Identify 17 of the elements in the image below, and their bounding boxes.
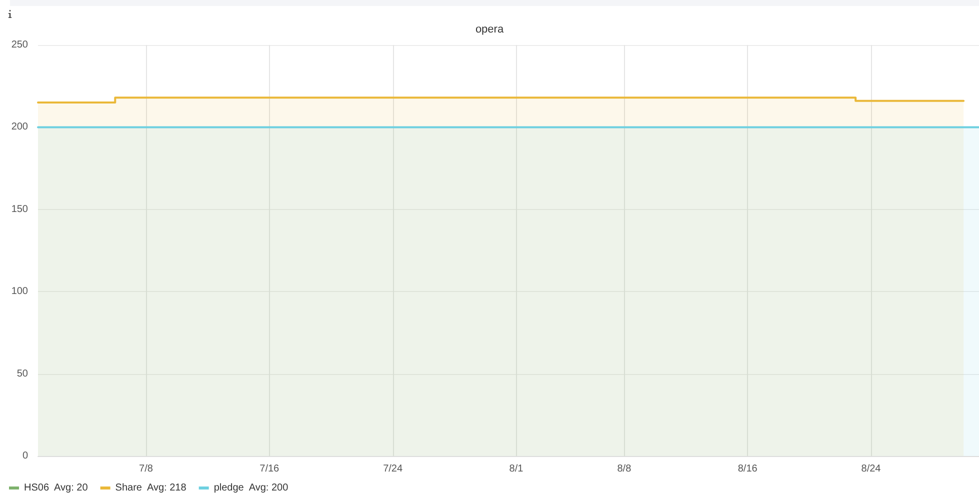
x-tick-label: 7/16 xyxy=(260,464,280,474)
legend-label: Share Avg: 218 xyxy=(115,482,187,494)
y-tick-label: 200 xyxy=(11,122,28,133)
x-tick-label: 8/8 xyxy=(617,464,632,474)
y-tick-label: 50 xyxy=(16,368,28,380)
legend-label: pledge Avg: 200 xyxy=(214,482,289,494)
y-tick-label: 100 xyxy=(11,286,28,298)
x-tick-label: 8/16 xyxy=(738,464,758,474)
x-tick-label: 7/8 xyxy=(139,464,154,474)
y-tick-label: 150 xyxy=(11,204,28,215)
x-tick-label: 8/1 xyxy=(509,464,524,474)
x-tick-label: 7/24 xyxy=(383,464,403,474)
y-tick-label: 250 xyxy=(11,40,28,50)
chart-title: opera xyxy=(475,24,504,36)
y-tick-label: 0 xyxy=(22,450,28,462)
x-tick-label: 8/24 xyxy=(861,464,882,474)
legend-label: HS06 Avg: 20 xyxy=(24,482,88,494)
